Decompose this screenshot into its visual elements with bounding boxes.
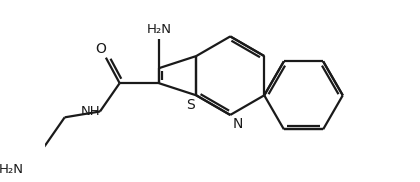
- Text: N: N: [233, 117, 243, 131]
- Text: H₂N: H₂N: [0, 163, 24, 176]
- Text: H₂N: H₂N: [147, 23, 171, 36]
- Text: O: O: [96, 42, 107, 56]
- Text: NH: NH: [80, 105, 100, 118]
- Text: S: S: [186, 98, 195, 112]
